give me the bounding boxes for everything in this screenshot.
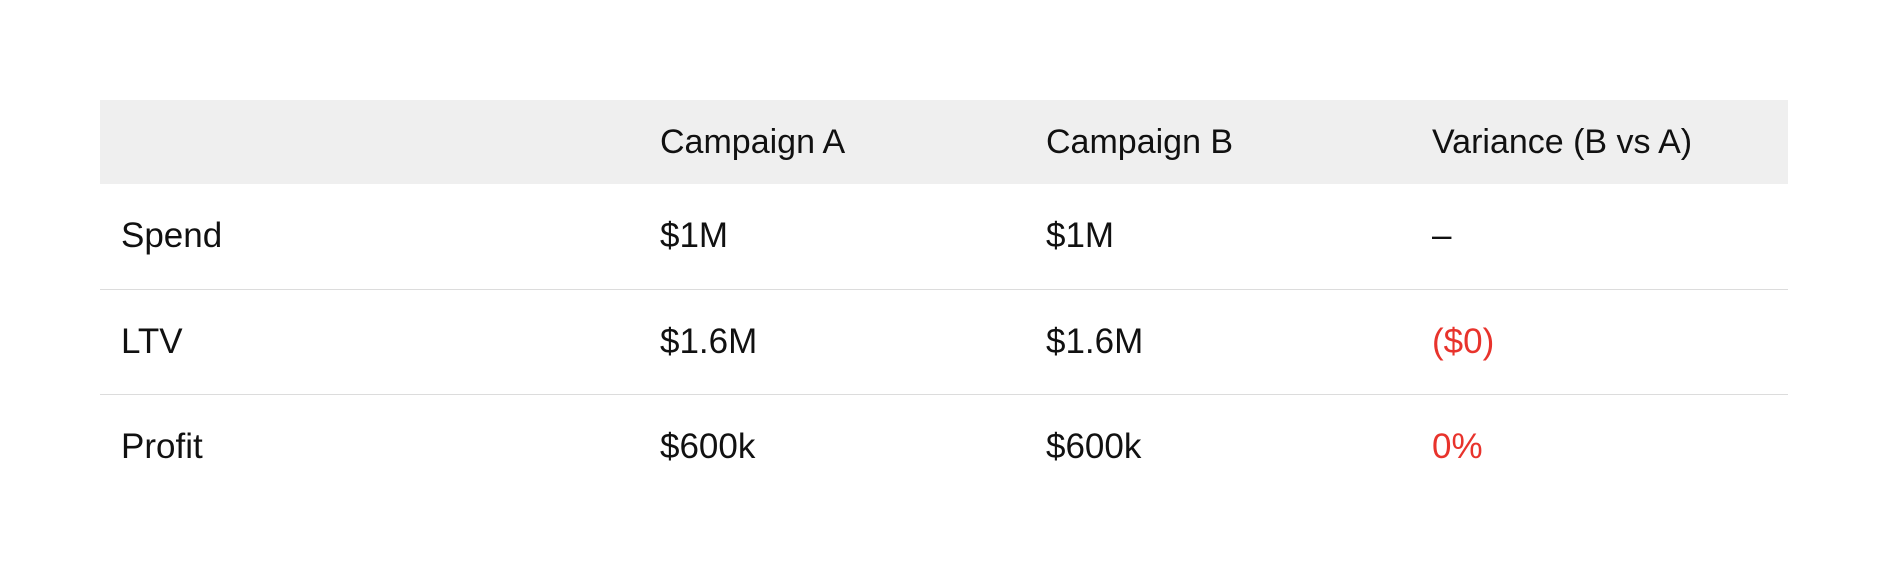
cell-campaign-a: $1.6M <box>660 321 758 361</box>
cell-variance: ($0) <box>1432 321 1495 361</box>
row-label: Profit <box>121 426 203 466</box>
table-header: Campaign A Campaign B Variance (B vs A) <box>100 100 1788 184</box>
header-cell-metric <box>100 100 639 184</box>
cell-variance: 0% <box>1432 426 1483 466</box>
cell-campaign-b: $1M <box>1046 216 1115 256</box>
table-row-profit: Profit $600k $600k 0% <box>100 394 1788 499</box>
cell-campaign-a: $1M <box>660 216 729 256</box>
cell-variance: – <box>1432 216 1452 256</box>
header-cell-variance: Variance (B vs A) <box>1432 122 1693 161</box>
row-label: LTV <box>121 321 183 361</box>
campaign-comparison-table: Campaign A Campaign B Variance (B vs A) … <box>100 100 1788 499</box>
table-row-spend: Spend $1M $1M – <box>100 184 1788 289</box>
table-row-ltv: LTV $1.6M $1.6M ($0) <box>100 289 1788 394</box>
cell-campaign-b: $600k <box>1046 426 1142 466</box>
row-label: Spend <box>121 216 223 256</box>
comparison-table-container: Campaign A Campaign B Variance (B vs A) … <box>100 100 1788 499</box>
header-cell-campaign-b: Campaign B <box>1046 122 1234 161</box>
header-cell-campaign-a: Campaign A <box>660 122 846 161</box>
table-body: Spend $1M $1M – LTV $1.6M $1.6M ($0) Pro… <box>100 184 1788 499</box>
cell-campaign-a: $600k <box>660 426 756 466</box>
header-row: Campaign A Campaign B Variance (B vs A) <box>100 100 1788 184</box>
cell-campaign-b: $1.6M <box>1046 321 1144 361</box>
